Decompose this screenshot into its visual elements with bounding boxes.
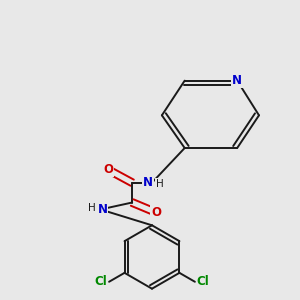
Text: N: N xyxy=(98,203,107,216)
Text: H: H xyxy=(88,203,95,214)
Text: Cl: Cl xyxy=(95,275,107,288)
Text: H: H xyxy=(156,179,164,189)
Text: Cl: Cl xyxy=(196,275,209,288)
Text: O: O xyxy=(103,163,113,176)
Text: O: O xyxy=(151,206,161,219)
Text: N: N xyxy=(143,176,153,189)
Text: N: N xyxy=(232,74,242,87)
